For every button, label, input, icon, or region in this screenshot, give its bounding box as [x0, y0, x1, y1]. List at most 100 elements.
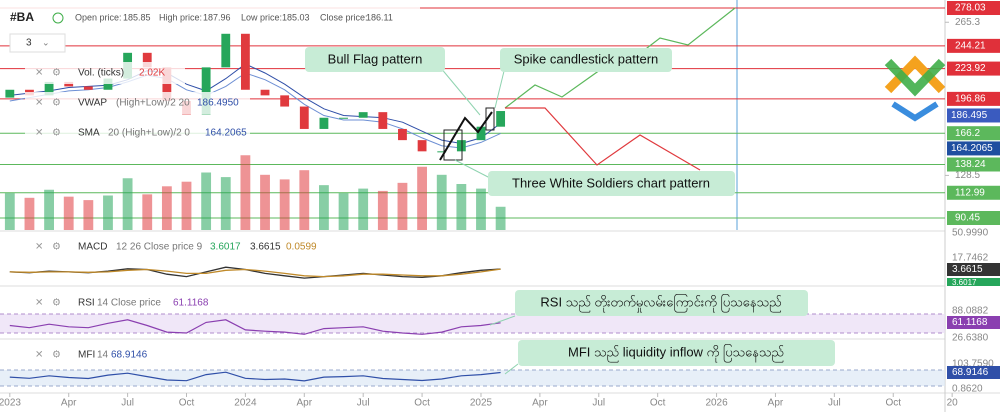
candle: [398, 128, 407, 141]
volume-bar: [260, 174, 270, 230]
volume-bar: [377, 190, 388, 230]
interval: 3: [26, 38, 32, 49]
level-box: [947, 185, 1000, 200]
x-tick-label: Oct: [650, 398, 666, 409]
interval-select[interactable]: [9, 33, 66, 53]
scale-label: 3.6615: [952, 264, 983, 275]
close-icon[interactable]: ✕: [35, 298, 43, 309]
x-tick-label: 2024: [234, 398, 257, 409]
x-tick-label: Oct: [885, 398, 901, 409]
annotation: RSI သည် တိုးတက်မှုလမ်းကြောင်းကို ပြသနေသည…: [540, 293, 781, 312]
callout-line: [504, 363, 519, 375]
indicator-value: 0.0599: [286, 242, 317, 253]
x-tick-label: Jul: [592, 398, 605, 409]
x-tick-label: 2025: [470, 398, 493, 409]
scale-label: 0.8620: [952, 384, 983, 395]
candle: [280, 95, 290, 107]
annotation: Bull Flag pattern: [328, 51, 423, 66]
callout-line: [494, 66, 506, 109]
volume-bar: [201, 172, 212, 230]
level-label: 278.03: [955, 3, 986, 14]
marker-label: 186.495: [951, 110, 988, 121]
close-icon[interactable]: ✕: [35, 68, 43, 79]
close-icon[interactable]: ✕: [35, 128, 43, 139]
indicator-value: 2.02K: [139, 68, 165, 79]
x-tick-label: 20: [947, 398, 959, 409]
ohlc-label: High price:: [159, 12, 202, 22]
ohlc-value: 187.96: [203, 12, 231, 22]
settings-icon[interactable]: ⚙: [52, 242, 61, 253]
annotation-box: [500, 48, 672, 72]
callout-line: [489, 315, 516, 326]
indicator-params: (High+Low)/2 20: [116, 98, 190, 109]
volume-bar: [63, 196, 74, 230]
chevron: ⌄: [42, 37, 50, 47]
logo: [884, 55, 946, 122]
vwap-line: [9, 63, 501, 145]
level-box: [947, 1, 1000, 16]
volume-bar: [476, 188, 486, 230]
callout-line: [454, 159, 491, 179]
candle: [5, 89, 15, 98]
x-tick-label: 2023: [0, 398, 21, 409]
volume-bar: [24, 197, 35, 230]
level-box: [947, 91, 1000, 106]
candle: [201, 67, 211, 115]
candle: [64, 81, 74, 87]
level-label: 166.2: [955, 128, 980, 139]
indicator-name: MACD: [78, 242, 107, 253]
settings-icon[interactable]: ⚙: [52, 298, 61, 309]
volume-bar: [83, 200, 94, 230]
close-icon[interactable]: ✕: [35, 242, 43, 253]
scale-label: 3.6017: [952, 278, 977, 287]
volume-bar: [103, 195, 113, 230]
indicator-params: 14: [97, 350, 109, 361]
scale-label: 50.9990: [952, 228, 989, 239]
level-box: [947, 126, 1000, 141]
volume-bar: [44, 189, 54, 230]
indicator-value: 3.6017: [210, 242, 241, 253]
legend-row: [25, 122, 250, 144]
mfi-line: [9, 371, 501, 382]
value-box: [947, 316, 1000, 329]
x-tick-label: Apr: [297, 398, 313, 409]
indicator-value: 3.6615: [250, 242, 281, 253]
value-box: [947, 278, 1000, 286]
ohlc-label: Open price:: [75, 12, 122, 22]
settings-icon[interactable]: ⚙: [52, 68, 61, 79]
candle: [496, 111, 506, 127]
candle: [358, 112, 368, 118]
close-icon[interactable]: ✕: [35, 98, 43, 109]
ohlc-value: 185.03: [282, 12, 310, 22]
indicator-params: 20 (High+Low)/2 0: [108, 128, 190, 139]
value-box: [947, 366, 1000, 379]
symbol: #BA: [10, 10, 34, 24]
candle: [299, 106, 309, 129]
y-tick-label: 128.5: [955, 170, 980, 181]
header-bg: [0, 4, 420, 32]
candle: [83, 86, 93, 90]
settings-icon[interactable]: ⚙: [52, 128, 61, 139]
scale-label: 103.7590: [952, 359, 994, 370]
level-label: 223.92: [955, 63, 986, 74]
x-tick-label: Apr: [532, 398, 548, 409]
settings-icon[interactable]: ⚙: [52, 350, 61, 361]
settings-icon[interactable]: ⚙: [52, 98, 61, 109]
level-label: 138.24: [955, 159, 986, 170]
candle: [44, 81, 54, 96]
indicator-params: 12 26 Close price 9: [116, 242, 203, 253]
x-tick-label: Jul: [357, 398, 370, 409]
volume-bar: [436, 174, 447, 230]
volume-bar: [240, 155, 251, 230]
volume-bar: [279, 179, 290, 230]
annotation: Spike candlestick pattern: [514, 51, 659, 66]
level-label: 244.21: [955, 41, 986, 52]
candle: [240, 33, 250, 90]
pattern-box: [443, 129, 463, 161]
mfi-band: [0, 370, 945, 386]
close-icon[interactable]: ✕: [35, 350, 43, 361]
x-tick-label: Jul: [828, 398, 841, 409]
level-box: [947, 157, 1000, 172]
candle: [319, 117, 329, 129]
